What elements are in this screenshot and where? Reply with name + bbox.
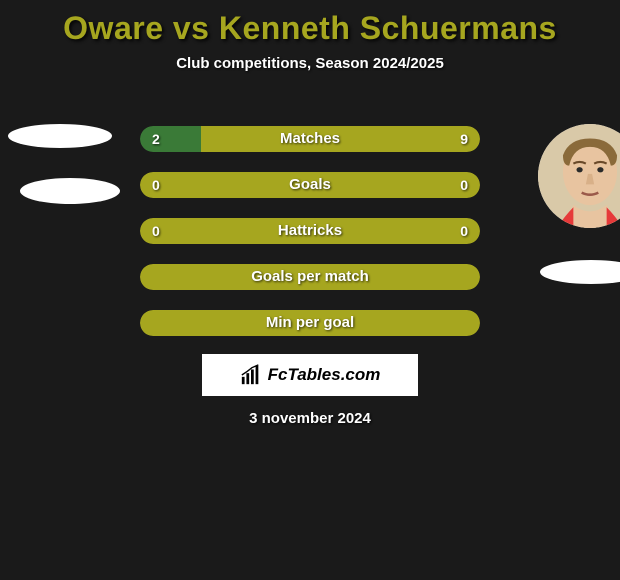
player-right-avatar xyxy=(538,124,620,228)
stat-bar-row: Goals0 0 xyxy=(140,172,480,198)
stat-bar-label: Min per goal xyxy=(140,310,480,336)
stat-bar-value-right: 9 xyxy=(460,126,468,152)
date-text: 3 november 2024 xyxy=(0,410,620,427)
stat-bar-label: Goals xyxy=(140,172,480,198)
player-right-club-badge xyxy=(540,260,620,284)
stat-bar-row: Matches2 9 xyxy=(140,126,480,152)
brand-logo: FcTables.com xyxy=(202,354,418,396)
stat-bar-row: Hattricks0 0 xyxy=(140,218,480,244)
subtitle: Club competitions, Season 2024/2025 xyxy=(0,55,620,72)
stat-bar-label: Hattricks xyxy=(140,218,480,244)
stat-bar-value-left: 0 xyxy=(152,172,160,198)
stat-bar-label: Matches xyxy=(140,126,480,152)
stat-bar-row: Min per goal xyxy=(140,310,480,336)
comparison-card: Oware vs Kenneth Schuermans Club competi… xyxy=(0,0,620,580)
brand-text: FcTables.com xyxy=(268,365,381,385)
stat-bar-value-right: 0 xyxy=(460,218,468,244)
player-left-avatar xyxy=(8,124,112,148)
player-left-club-badge xyxy=(20,178,120,204)
stat-bar-row: Goals per match xyxy=(140,264,480,290)
stat-bar-value-left: 2 xyxy=(152,126,160,152)
chart-icon xyxy=(240,364,262,386)
stat-bars: Matches29Goals00Hattricks00Goals per mat… xyxy=(140,126,480,356)
page-title: Oware vs Kenneth Schuermans xyxy=(0,0,620,47)
stat-bar-label: Goals per match xyxy=(140,264,480,290)
stat-bar-value-left: 0 xyxy=(152,218,160,244)
player-right-face-icon xyxy=(538,124,620,228)
stat-bar-value-right: 0 xyxy=(460,172,468,198)
